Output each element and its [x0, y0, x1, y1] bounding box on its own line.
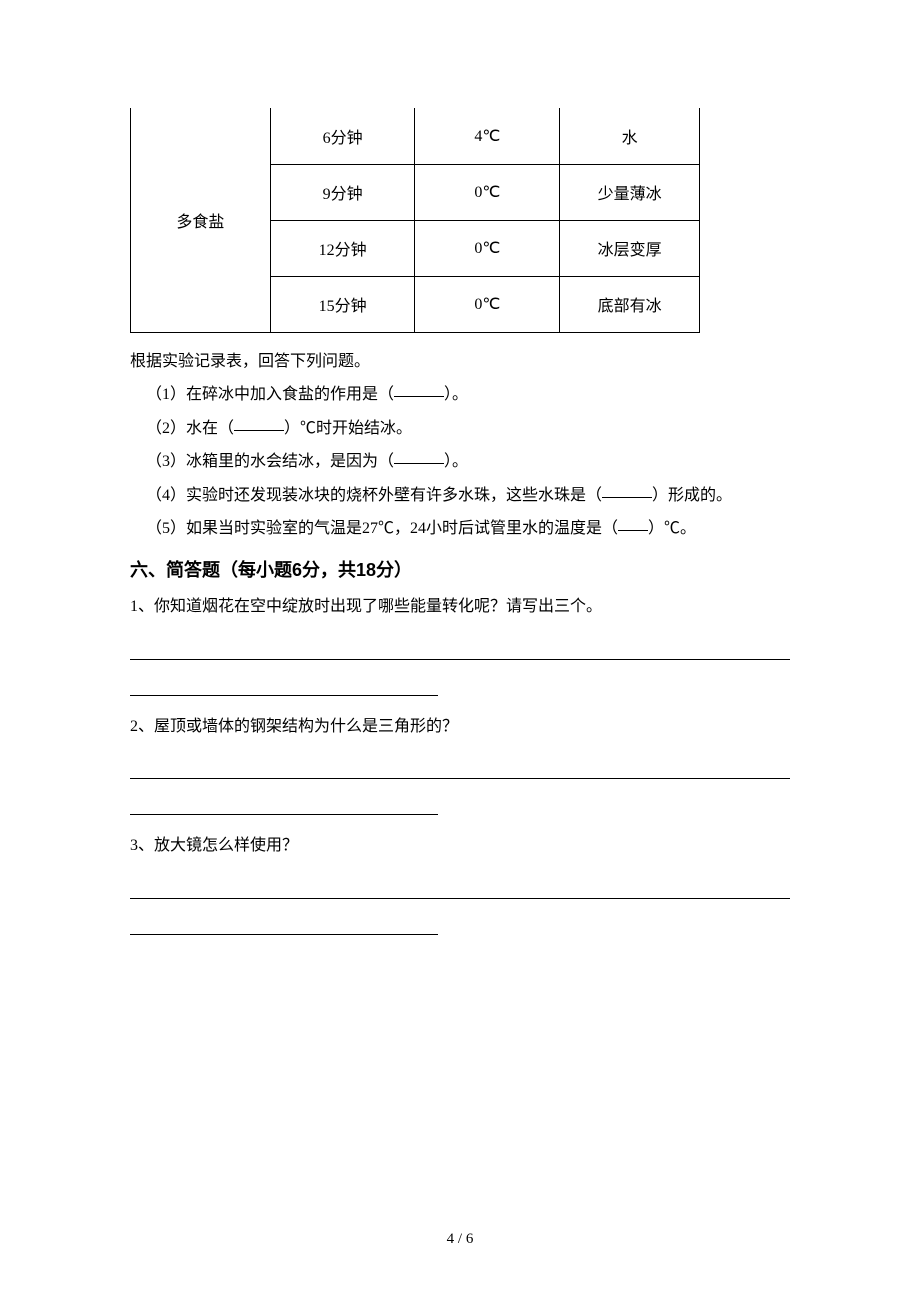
- section-6-heading: 六、简答题（每小题6分，共18分）: [130, 556, 790, 582]
- answer-line[interactable]: [130, 638, 790, 660]
- q5-suffix: ）℃。: [648, 520, 696, 537]
- cell-text: 多食盐: [176, 214, 224, 231]
- q3-prefix: （3）冰箱里的水会结冰，是因为（: [146, 453, 394, 470]
- table-row: 多食盐 6分钟 4℃ 水: [131, 108, 700, 164]
- time-cell: 6分钟: [270, 108, 415, 164]
- cell-text: 少量薄冰: [598, 186, 662, 203]
- q4-prefix: （4）实验时还发现装冰块的烧杯外壁有许多水珠，这些水珠是（: [146, 487, 602, 504]
- q1-suffix: ）。: [444, 386, 468, 403]
- q3-suffix: ）。: [444, 453, 468, 470]
- cell-text: 4℃: [474, 128, 500, 145]
- subquestion-5: （5）如果当时实验室的气温是27℃，24小时后试管里水的温度是（ ）℃。: [130, 512, 790, 546]
- q2-suffix: ）℃时开始结冰。: [284, 420, 412, 437]
- cell-text: 6分钟: [323, 130, 363, 147]
- q1-prefix: （1）在碎冰中加入食盐的作用是（: [146, 386, 394, 403]
- cell-text: 冰层变厚: [598, 242, 662, 259]
- state-cell: 底部有冰: [560, 276, 700, 332]
- fill-blank[interactable]: [394, 463, 444, 464]
- section6-q2: 2、屋顶或墙体的钢架结构为什么是三角形的？: [130, 710, 790, 744]
- temperature-cell: 4℃: [415, 108, 560, 164]
- condition-cell: 多食盐: [131, 108, 271, 332]
- subquestion-2: （2）水在（ ）℃时开始结冰。: [130, 412, 790, 446]
- experiment-record-table: 多食盐 6分钟 4℃ 水 9分钟 0℃ 少量薄冰 12分钟 0℃ 冰层变厚 15…: [130, 108, 700, 333]
- cell-text: 0℃: [474, 184, 500, 201]
- q5-prefix: （5）如果当时实验室的气温是27℃，24小时后试管里水的温度是（: [146, 520, 618, 537]
- state-cell: 冰层变厚: [560, 220, 700, 276]
- cell-text: 底部有冰: [598, 298, 662, 315]
- time-cell: 12分钟: [270, 220, 415, 276]
- fill-blank[interactable]: [394, 396, 444, 397]
- cell-text: 水: [622, 130, 638, 147]
- answer-line[interactable]: [130, 757, 790, 779]
- preamble-text: 根据实验记录表，回答下列问题。: [130, 345, 790, 379]
- section-6-body: 1、你知道烟花在空中绽放时出现了哪些能量转化呢？请写出三个。 2、屋顶或墙体的钢…: [130, 590, 790, 935]
- q2-prefix: （2）水在（: [146, 420, 234, 437]
- state-cell: 水: [560, 108, 700, 164]
- answer-line[interactable]: [130, 877, 790, 899]
- fill-blank[interactable]: [602, 497, 652, 498]
- section6-q3: 3、放大镜怎么样使用？: [130, 829, 790, 863]
- cell-text: 9分钟: [323, 186, 363, 203]
- cell-text: 15分钟: [319, 298, 367, 315]
- question-body: 根据实验记录表，回答下列问题。 （1）在碎冰中加入食盐的作用是（ ）。 （2）水在…: [130, 345, 790, 547]
- temperature-cell: 0℃: [415, 164, 560, 220]
- page-number: 4 / 6: [0, 1231, 920, 1248]
- subquestion-1: （1）在碎冰中加入食盐的作用是（ ）。: [130, 378, 790, 412]
- section6-q1: 1、你知道烟花在空中绽放时出现了哪些能量转化呢？请写出三个。: [130, 590, 790, 624]
- cell-text: 0℃: [474, 296, 500, 313]
- answer-line[interactable]: [130, 674, 438, 696]
- cell-text: 0℃: [474, 240, 500, 257]
- cell-text: 12分钟: [319, 242, 367, 259]
- subquestion-4: （4）实验时还发现装冰块的烧杯外壁有许多水珠，这些水珠是（ ）形成的。: [130, 479, 790, 513]
- q4-suffix: ）形成的。: [652, 487, 732, 504]
- fill-blank[interactable]: [618, 530, 648, 531]
- time-cell: 9分钟: [270, 164, 415, 220]
- answer-line[interactable]: [130, 793, 438, 815]
- answer-line[interactable]: [130, 913, 438, 935]
- subquestion-3: （3）冰箱里的水会结冰，是因为（ ）。: [130, 445, 790, 479]
- temperature-cell: 0℃: [415, 276, 560, 332]
- state-cell: 少量薄冰: [560, 164, 700, 220]
- fill-blank[interactable]: [234, 430, 284, 431]
- temperature-cell: 0℃: [415, 220, 560, 276]
- time-cell: 15分钟: [270, 276, 415, 332]
